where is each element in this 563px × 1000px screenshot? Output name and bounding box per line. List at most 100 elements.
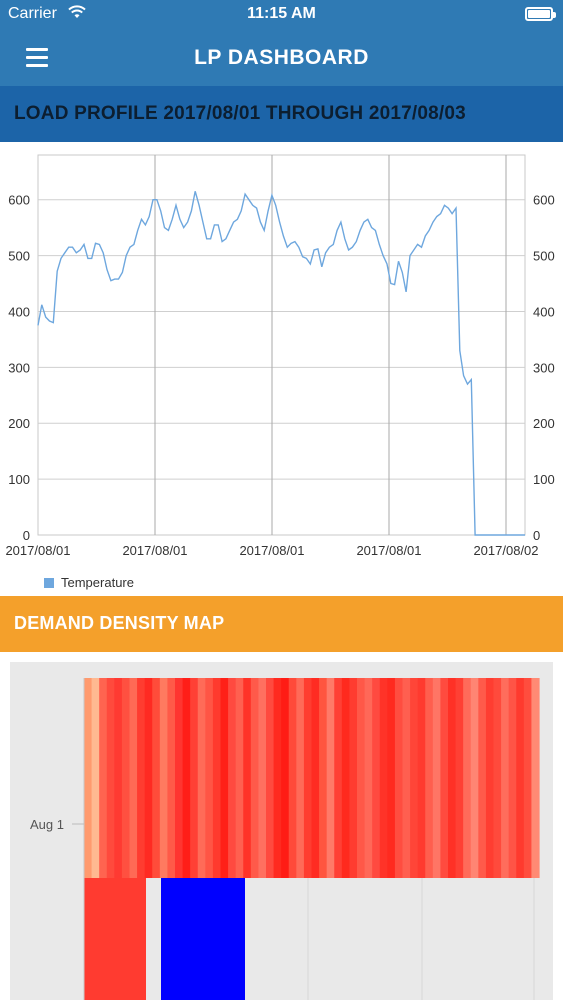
- y-tick-label-left: 500: [8, 249, 30, 264]
- density-cell: [167, 678, 176, 878]
- demand-density-header: DEMAND DENSITY MAP: [0, 596, 563, 652]
- density-block: [84, 878, 146, 1000]
- density-cell: [463, 678, 472, 878]
- density-cell: [106, 678, 115, 878]
- density-cell: [175, 678, 184, 878]
- density-cell: [212, 678, 222, 878]
- density-cell: [220, 678, 229, 878]
- chart-legend[interactable]: Temperature: [44, 575, 134, 590]
- x-tick-label: 2017/08/02: [473, 543, 538, 558]
- density-cell: [303, 678, 313, 878]
- y-tick-label-left: 600: [8, 193, 30, 208]
- y-tick-label-right: 300: [533, 360, 555, 375]
- density-cell: [84, 678, 93, 878]
- y-tick-label-right: 100: [533, 472, 555, 487]
- density-cell: [410, 678, 419, 878]
- density-cell: [357, 678, 366, 878]
- battery-icon: [525, 7, 556, 21]
- density-cell: [288, 678, 297, 878]
- x-tick-label: 2017/08/01: [5, 543, 70, 558]
- density-cell: [99, 678, 108, 878]
- density-cell: [243, 678, 252, 878]
- y-tick-label-left: 0: [23, 528, 30, 543]
- density-cell: [516, 678, 525, 878]
- load-profile-header: LOAD PROFILE 2017/08/01 THROUGH 2017/08/…: [0, 86, 563, 142]
- y-tick-label-right: 400: [533, 304, 555, 319]
- density-cell: [508, 678, 517, 878]
- load-profile-title: LOAD PROFILE 2017/08/01 THROUGH 2017/08/…: [14, 103, 466, 124]
- density-cell: [182, 678, 191, 878]
- x-tick-label: 2017/08/01: [356, 543, 421, 558]
- density-cell: [228, 678, 237, 878]
- density-cell: [121, 678, 131, 878]
- plot-area: [37, 154, 526, 536]
- wifi-icon: [68, 5, 86, 18]
- status-bar: Carrier 11:15 AM: [0, 0, 563, 30]
- density-cell: [440, 678, 449, 878]
- load-profile-chart: 0 0 100 100 200 200 300 300 400 400 500 500 600 600 20…: [5, 154, 555, 558]
- density-cell: [319, 678, 328, 878]
- density-cell: [432, 678, 442, 878]
- density-cell: [364, 678, 373, 878]
- density-cell: [379, 678, 388, 878]
- y-tick-label-left: 300: [8, 360, 30, 375]
- density-empty-area: [84, 878, 539, 1000]
- density-cell: [91, 678, 100, 878]
- density-cell: [159, 678, 169, 878]
- page-title: LP DASHBOARD: [194, 46, 369, 69]
- density-cell: [137, 678, 146, 878]
- density-cell: [144, 678, 153, 878]
- y-tick-label-right: 600: [533, 193, 555, 208]
- density-cell: [394, 678, 404, 878]
- density-cell: [235, 678, 244, 878]
- density-y-label: Aug 1: [30, 817, 64, 832]
- density-cell: [455, 678, 464, 878]
- demand-density-map: Aug 1: [10, 662, 553, 1000]
- density-cell: [387, 678, 396, 878]
- demand-density-title: DEMAND DENSITY MAP: [14, 613, 225, 633]
- density-cell: [326, 678, 335, 878]
- density-cell: [485, 678, 495, 878]
- density-cell: [470, 678, 479, 878]
- density-cell: [258, 678, 267, 878]
- density-cell: [478, 678, 487, 878]
- status-time: 11:15 AM: [247, 5, 316, 22]
- y-tick-label-right: 0: [533, 528, 540, 543]
- density-cell: [311, 678, 320, 878]
- density-cell: [296, 678, 305, 878]
- y-tick-label-left: 400: [8, 304, 30, 319]
- density-cell: [341, 678, 351, 878]
- density-cell: [448, 678, 457, 878]
- temperature-series-line: [37, 191, 525, 536]
- y-tick-label-left: 100: [8, 472, 30, 487]
- density-cell: [493, 678, 502, 878]
- legend-swatch: [44, 578, 54, 588]
- density-cell: [250, 678, 260, 878]
- x-tick-label: 2017/08/01: [122, 543, 187, 558]
- carrier-label: Carrier: [8, 5, 57, 22]
- density-cell: [266, 678, 275, 878]
- density-cell: [190, 678, 199, 878]
- y-tick-label-left: 200: [8, 416, 30, 431]
- density-cell: [402, 678, 411, 878]
- density-cell: [531, 678, 540, 878]
- density-cell: [197, 678, 206, 878]
- density-cell: [523, 678, 533, 878]
- density-cell: [273, 678, 282, 878]
- nav-bar: LP DASHBOARD: [0, 30, 563, 86]
- density-cell: [205, 678, 214, 878]
- density-cell: [349, 678, 358, 878]
- hamburger-menu-icon[interactable]: [18, 42, 58, 74]
- density-cell: [425, 678, 434, 878]
- y-tick-label-right: 500: [533, 249, 555, 264]
- legend-label: Temperature: [61, 575, 134, 590]
- density-cell: [114, 678, 123, 878]
- density-cell: [281, 678, 290, 878]
- density-cell: [152, 678, 161, 878]
- density-cell: [417, 678, 426, 878]
- density-cell: [372, 678, 381, 878]
- x-tick-label: 2017/08/01: [239, 543, 304, 558]
- density-cell: [129, 678, 138, 878]
- density-cell: [334, 678, 343, 878]
- y-tick-label-right: 200: [533, 416, 555, 431]
